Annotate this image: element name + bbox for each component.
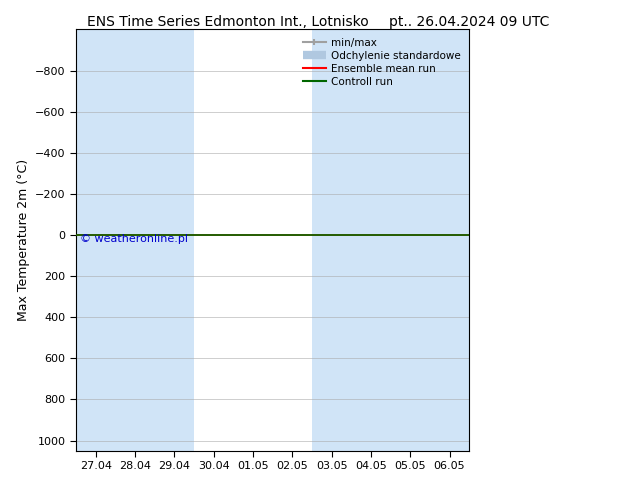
Bar: [430, 29, 469, 451]
Text: ENS Time Series Edmonton Int., Lotnisko: ENS Time Series Edmonton Int., Lotnisko: [87, 15, 369, 29]
Legend: min/max, Odchylenie standardowe, Ensemble mean run, Controll run: min/max, Odchylenie standardowe, Ensembl…: [300, 35, 464, 90]
Bar: [312, 29, 351, 451]
Bar: [351, 29, 391, 451]
Bar: [115, 29, 155, 451]
Y-axis label: Max Temperature 2m (°C): Max Temperature 2m (°C): [16, 159, 30, 321]
Bar: [391, 29, 430, 451]
Bar: [76, 29, 115, 451]
Text: pt.. 26.04.2024 09 UTC: pt.. 26.04.2024 09 UTC: [389, 15, 549, 29]
Bar: [155, 29, 194, 451]
Text: © weatheronline.pl: © weatheronline.pl: [80, 234, 188, 244]
